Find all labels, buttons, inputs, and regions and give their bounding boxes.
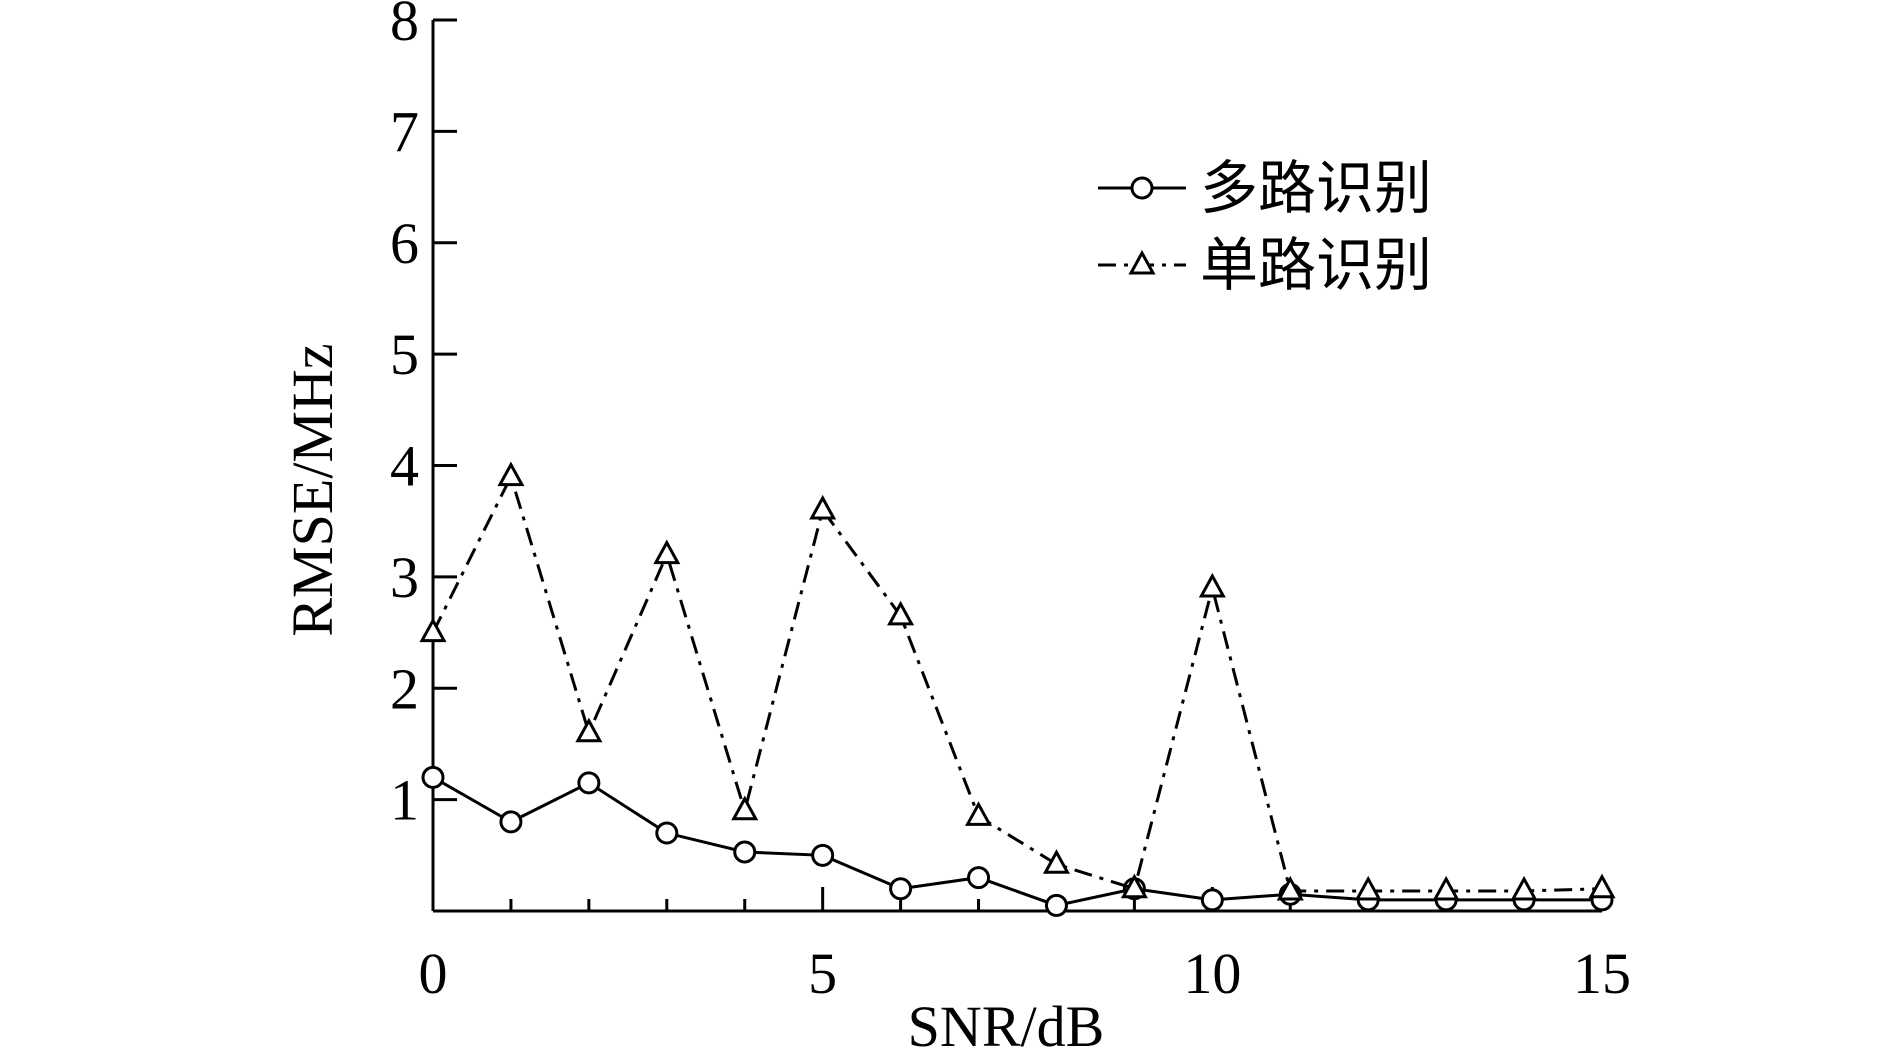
series-layer: [419, 461, 1616, 917]
series-1-point-6: [889, 877, 913, 901]
tick-marks: [433, 18, 1604, 911]
y-tick-label-7: 7: [390, 99, 419, 164]
series-1-point-8: [1044, 893, 1068, 917]
y-tick-label-2: 2: [390, 656, 419, 721]
x-tick-label-10: 10: [1183, 941, 1241, 1006]
series-1-point-4: [733, 840, 757, 864]
x-tick-label-5: 5: [808, 941, 837, 1006]
series-2-point-9: [1120, 873, 1148, 899]
series-2-point-7: [964, 801, 993, 826]
x-tick-label-15: 15: [1573, 941, 1631, 1006]
series-1-point-10: [1200, 888, 1224, 912]
series-1-point-1: [499, 810, 523, 834]
y-tick-label-8: 8: [390, 0, 419, 53]
legend-marker-2: [1128, 249, 1156, 275]
legend-item-1: 多路识别: [1098, 156, 1432, 221]
axes: [431, 20, 1602, 913]
series-2: [419, 461, 1616, 901]
series-1-point-0: [421, 765, 445, 789]
series-2-point-6: [887, 600, 915, 626]
series-2-line: [431, 472, 1603, 893]
series-2-point-15: [1588, 873, 1616, 899]
series-2-point-8: [1042, 849, 1071, 874]
series-1-point-5: [811, 843, 835, 867]
series-1-line: [432, 776, 1602, 907]
legend-label-2: 单路识别: [1200, 233, 1432, 298]
legend-marker-1: [1130, 176, 1154, 200]
legend-item-2: 单路识别: [1098, 233, 1432, 298]
series-2-point-5: [809, 494, 837, 520]
series-2-point-4: [731, 795, 759, 821]
x-tick-label-0: 0: [419, 941, 448, 1006]
series-2-point-11: [1276, 875, 1304, 901]
series-1-point-7: [967, 866, 991, 890]
series-2-point-12: [1354, 875, 1382, 901]
series-2-point-2: [575, 717, 603, 743]
y-tick-label-4: 4: [390, 434, 419, 499]
series-1-point-3: [655, 821, 679, 845]
series-2-point-3: [653, 539, 681, 565]
series-2-point-0: [419, 617, 447, 643]
series-2-point-1: [497, 461, 525, 487]
legend-label-1: 多路识别: [1200, 156, 1432, 221]
tick-labels: 1 2 3 4 5 6 7 8 0 5 10 15: [390, 0, 1631, 1006]
y-tick-label-3: 3: [390, 545, 419, 610]
series-2-point-14: [1510, 875, 1538, 901]
series-2-point-10: [1198, 572, 1226, 598]
y-tick-label-6: 6: [390, 211, 419, 276]
y-axis-label: RMSE/MHz: [280, 343, 345, 636]
x-axis-label: SNR/dB: [908, 994, 1105, 1058]
series-2-point-13: [1432, 875, 1460, 901]
y-tick-label-5: 5: [390, 322, 419, 387]
y-tick-label-1: 1: [390, 768, 419, 833]
series-1-point-2: [577, 771, 601, 795]
